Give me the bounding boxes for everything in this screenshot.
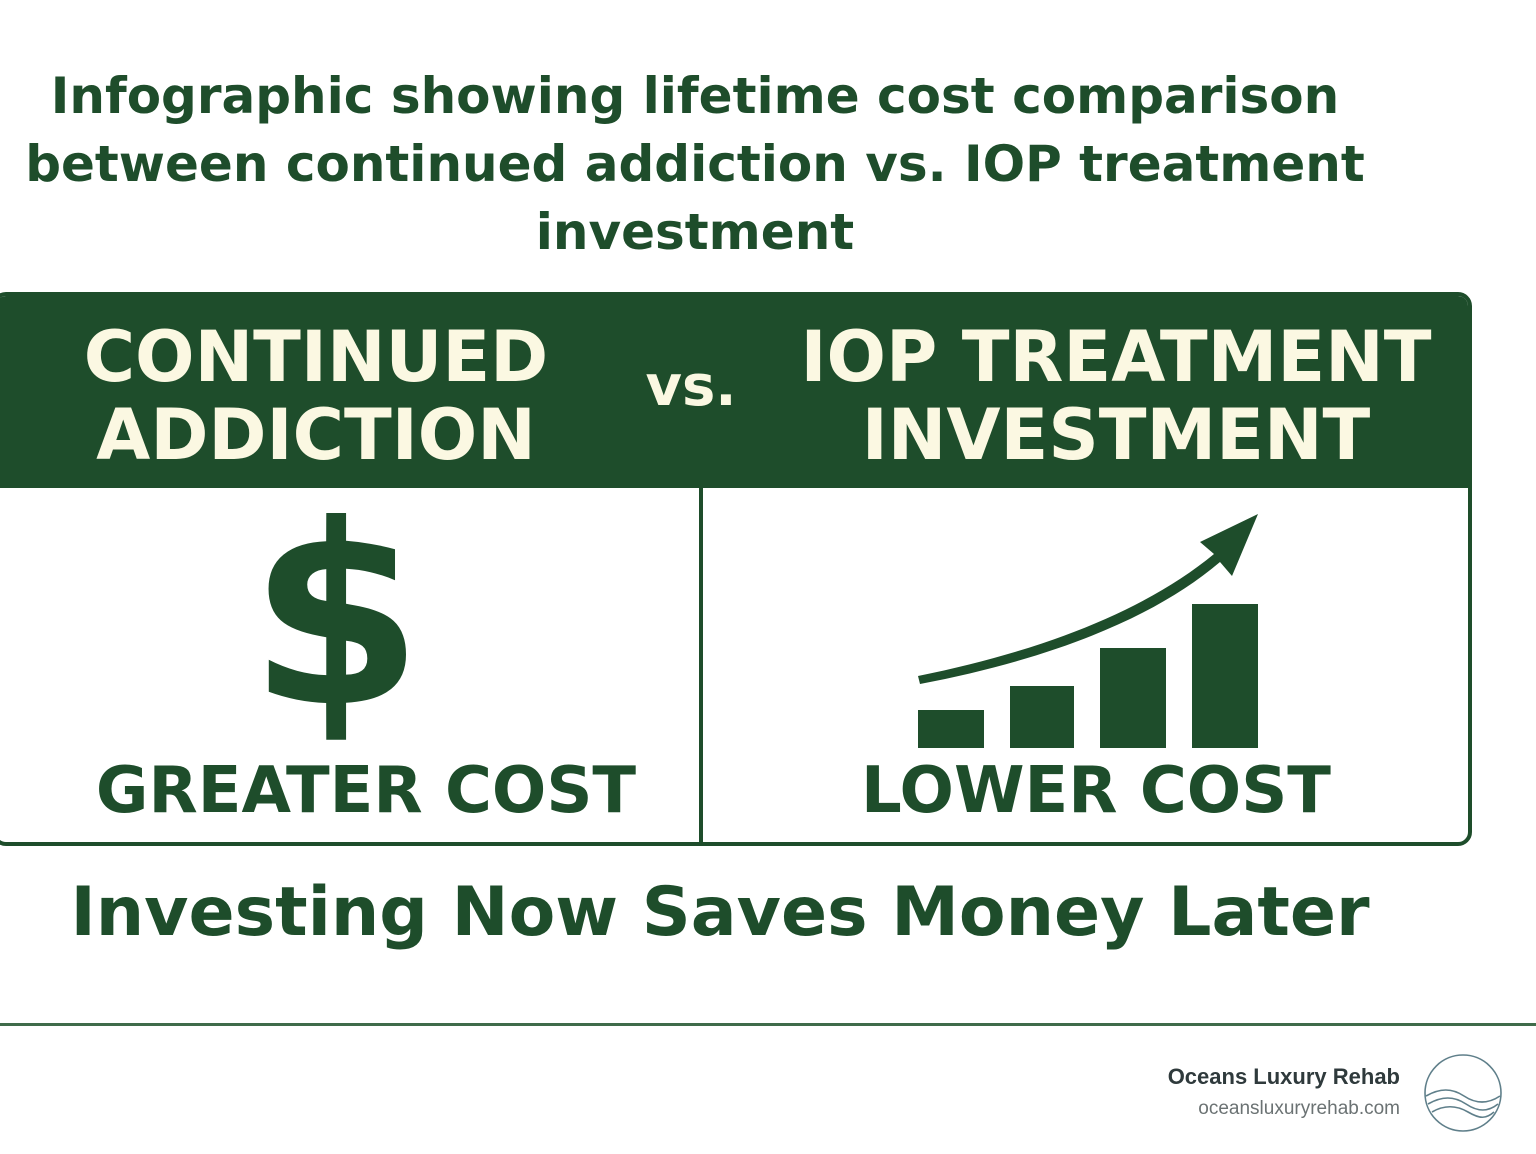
comparison-header: CONTINUED ADDICTION vs. IOP TREATMENT IN… — [0, 296, 1468, 488]
logo-circle — [1424, 1054, 1502, 1132]
logo-wave-3 — [1431, 1105, 1495, 1119]
tagline: Investing Now Saves Money Later — [70, 873, 1370, 952]
brand-url: oceansluxuryrehab.com — [1198, 1098, 1400, 1119]
title-line-3: investment — [535, 203, 855, 261]
left-heading-line-1: CONTINUED — [83, 316, 549, 398]
greater-cost-label: GREATER COST — [95, 754, 637, 828]
column-divider — [699, 488, 703, 842]
chart-bar-1 — [918, 710, 984, 748]
continued-addiction-heading: CONTINUED ADDICTION — [56, 318, 576, 474]
left-heading-line-2: ADDICTION — [96, 394, 536, 476]
title-line-1: Infographic showing lifetime cost compar… — [50, 67, 1340, 125]
comparison-panel: CONTINUED ADDICTION vs. IOP TREATMENT IN… — [0, 292, 1472, 846]
logo-wave-2 — [1427, 1097, 1499, 1111]
right-heading-line-1: IOP TREATMENT — [800, 316, 1432, 398]
logo-wave-1 — [1425, 1089, 1501, 1103]
dollar-sign-icon: $ — [249, 471, 423, 762]
iop-treatment-heading: IOP TREATMENT INVESTMENT — [786, 318, 1446, 474]
chart-bar-3 — [1100, 648, 1166, 748]
right-heading-line-2: INVESTMENT — [861, 394, 1371, 476]
brand-name: Oceans Luxury Rehab — [1167, 1064, 1400, 1089]
infographic-title: Infographic showing lifetime cost compar… — [20, 62, 1370, 266]
lower-cost-label: LOWER COST — [861, 754, 1331, 828]
rising-arrow-icon — [918, 514, 1258, 684]
chart-bar-4 — [1192, 604, 1258, 748]
chart-bar-2 — [1010, 686, 1074, 748]
ocean-wave-circle-logo — [1424, 1054, 1502, 1132]
rising-bar-chart-icon — [918, 514, 1258, 748]
title-line-2: between continued addiction vs. IOP trea… — [25, 135, 1365, 193]
vs-label: vs. — [645, 354, 737, 419]
footer-divider — [0, 1023, 1536, 1026]
